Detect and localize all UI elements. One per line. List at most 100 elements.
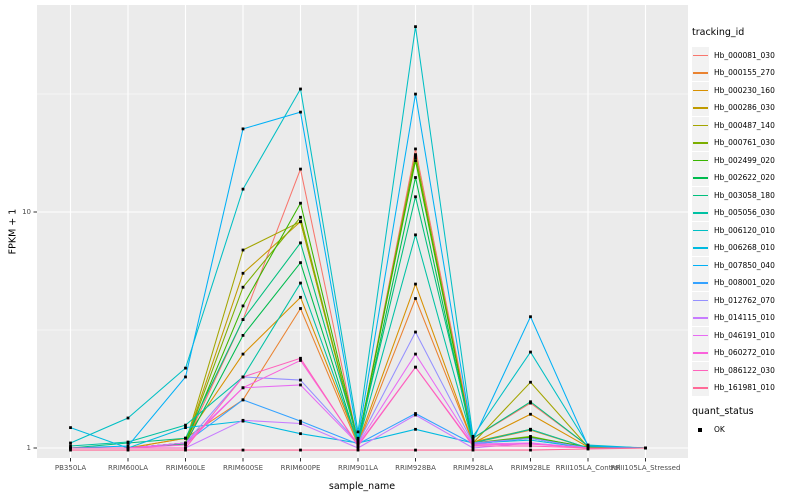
legend-item: Hb_006268_010 [692,239,775,257]
legend-item: Hb_003058_180 [692,186,775,205]
legend-item: Hb_005056_030 [692,204,775,222]
legend-item-label: Hb_006268_010 [714,243,775,253]
y-tick-label: 1 [26,443,31,452]
data-point [241,333,245,337]
plot-panel [37,5,688,458]
data-point [299,201,302,205]
data-point [69,448,72,452]
data-point [241,352,245,356]
data-point [126,448,130,452]
legend-key [692,326,709,344]
legend-key-line-icon [693,317,708,319]
legend-key-line-icon [693,177,708,179]
data-point [241,127,245,131]
data-point [241,187,245,191]
legend-item-label: Hb_046191_010 [714,330,775,340]
quant-status-square-icon [692,421,709,438]
legend-key-line-icon [693,54,708,57]
data-point [126,416,130,420]
legend-key [692,256,709,274]
data-point [184,426,187,430]
data-point [299,356,302,360]
data-point [69,426,72,430]
data-point [184,375,187,379]
data-point [644,446,647,450]
data-point [299,241,302,245]
data-point [529,444,532,448]
legend-key [692,169,709,187]
legend-key [692,221,709,239]
legend-item: Hb_060272_010 [692,344,775,362]
data-point [414,352,417,356]
x-tick-label: RRIM600LA [107,464,149,472]
data-point [299,220,302,224]
legend-key [692,116,709,134]
data-point [529,400,532,404]
data-point [414,25,417,29]
legend-item-label: Hb_000230_160 [714,85,775,95]
data-point [529,380,532,384]
legend-key [692,379,709,397]
data-point [471,444,475,448]
data-point [414,159,417,163]
data-point [356,430,360,434]
legend-key [692,204,709,222]
legend-item: Hb_000487_140 [692,116,775,135]
data-point [299,383,302,387]
legend-key [692,81,709,99]
data-point [471,434,475,438]
x-axis-title: sample_name [328,481,396,492]
data-point [299,110,302,114]
data-point [586,444,590,448]
legend-item-label: Hb_060272_010 [714,348,775,358]
legend-item: Hb_007850_040 [692,256,775,275]
legend-key [692,46,709,64]
legend-item-label: Hb_000487_140 [714,120,775,130]
data-point [414,427,417,431]
legend-key-line-icon [693,194,708,197]
legend-key-line-icon [693,352,708,354]
data-point [299,432,302,436]
x-tick-label: RRIM901LA [337,464,379,472]
data-point [414,92,417,96]
x-tick-label: PB350LA [54,464,87,472]
data-point [299,419,302,423]
data-point [356,446,360,450]
y-axis-title: FPKM + 1 [7,208,19,255]
data-point [299,448,302,452]
legend-key-line-icon [693,282,708,284]
data-point [471,436,475,440]
legend-item: Hb_008001_020 [692,274,775,292]
data-point [126,444,130,448]
data-point [184,446,187,450]
legend-key-line-icon [693,387,708,389]
legend-item-label: Hb_002499_020 [714,155,775,165]
data-point [414,147,417,151]
legend-key [692,186,709,204]
legend-key [692,134,709,152]
legend-key [692,344,709,362]
legend-item: Hb_002622_020 [692,169,775,187]
data-point [299,295,302,299]
data-point [69,444,72,448]
legend-key [692,291,709,309]
legend-key-line-icon [693,247,708,249]
data-point [299,261,302,265]
legend-item-label: OK [714,425,725,435]
data-point [126,440,130,444]
legend-key-line-icon [693,159,708,162]
legend-item: Hb_012762_070 [692,291,775,310]
legend-item-label: Hb_000081_030 [714,50,775,60]
legend-item: Hb_086122_030 [692,361,775,380]
x-tick-label: RRII105LA_Stressed [610,464,681,472]
x-tick-label: RRIM928LE [510,464,551,472]
data-point [529,350,532,354]
legend-key [692,309,709,327]
legend-key-line-icon [693,299,708,302]
legend-item: Hb_000081_030 [692,46,775,65]
legend-key-line-icon [693,142,708,144]
data-point [241,285,245,289]
data-point [529,427,532,431]
y-tick-label: 10 [22,207,31,216]
